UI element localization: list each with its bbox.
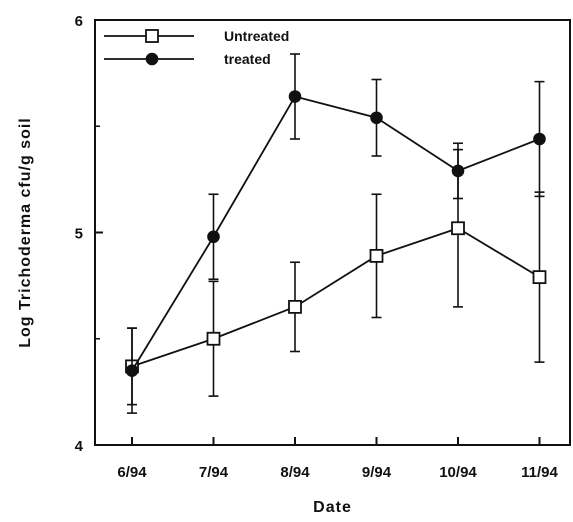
data-point: [533, 132, 546, 146]
x-axis-title: Date: [313, 499, 352, 516]
x-tick-label: 7/94: [199, 464, 229, 481]
data-point: [369, 248, 384, 263]
data-point: [288, 90, 302, 103]
data-point: [206, 331, 221, 346]
data-point: [451, 164, 465, 178]
series-line: [131, 227, 540, 368]
x-tick-label: 8/94: [280, 464, 310, 481]
data-point: [532, 270, 547, 285]
data-point: [207, 230, 220, 244]
y-tick-label: 5: [75, 226, 83, 243]
x-tick-label: 11/94: [521, 464, 558, 481]
y-tick-label: 4: [75, 438, 84, 455]
x-tick-label: 6/94: [117, 464, 147, 481]
plot-frame: [94, 19, 571, 446]
data-point: [125, 364, 139, 377]
x-tick-label: 9/94: [362, 464, 392, 481]
data-point: [451, 221, 465, 236]
legend-marker: [145, 29, 159, 43]
x-tick-label: 10/94: [439, 464, 477, 481]
series-line: [131, 95, 540, 372]
series-2: [125, 53, 546, 414]
legend-label: treated: [224, 51, 271, 67]
y-tick-label: 6: [75, 13, 83, 30]
y-axis-title: Log Trichoderma cfu/g soil: [17, 117, 34, 347]
legend: Untreated treated: [104, 28, 289, 67]
plot-axes: 4 5 6 6/94 7/94 8/94 9/94 10/94 11/94: [75, 13, 571, 481]
legend-label: Untreated: [224, 28, 289, 44]
legend-marker: [145, 52, 159, 66]
data-point: [370, 111, 383, 125]
series-layer: [125, 53, 547, 414]
data-point: [288, 299, 302, 314]
